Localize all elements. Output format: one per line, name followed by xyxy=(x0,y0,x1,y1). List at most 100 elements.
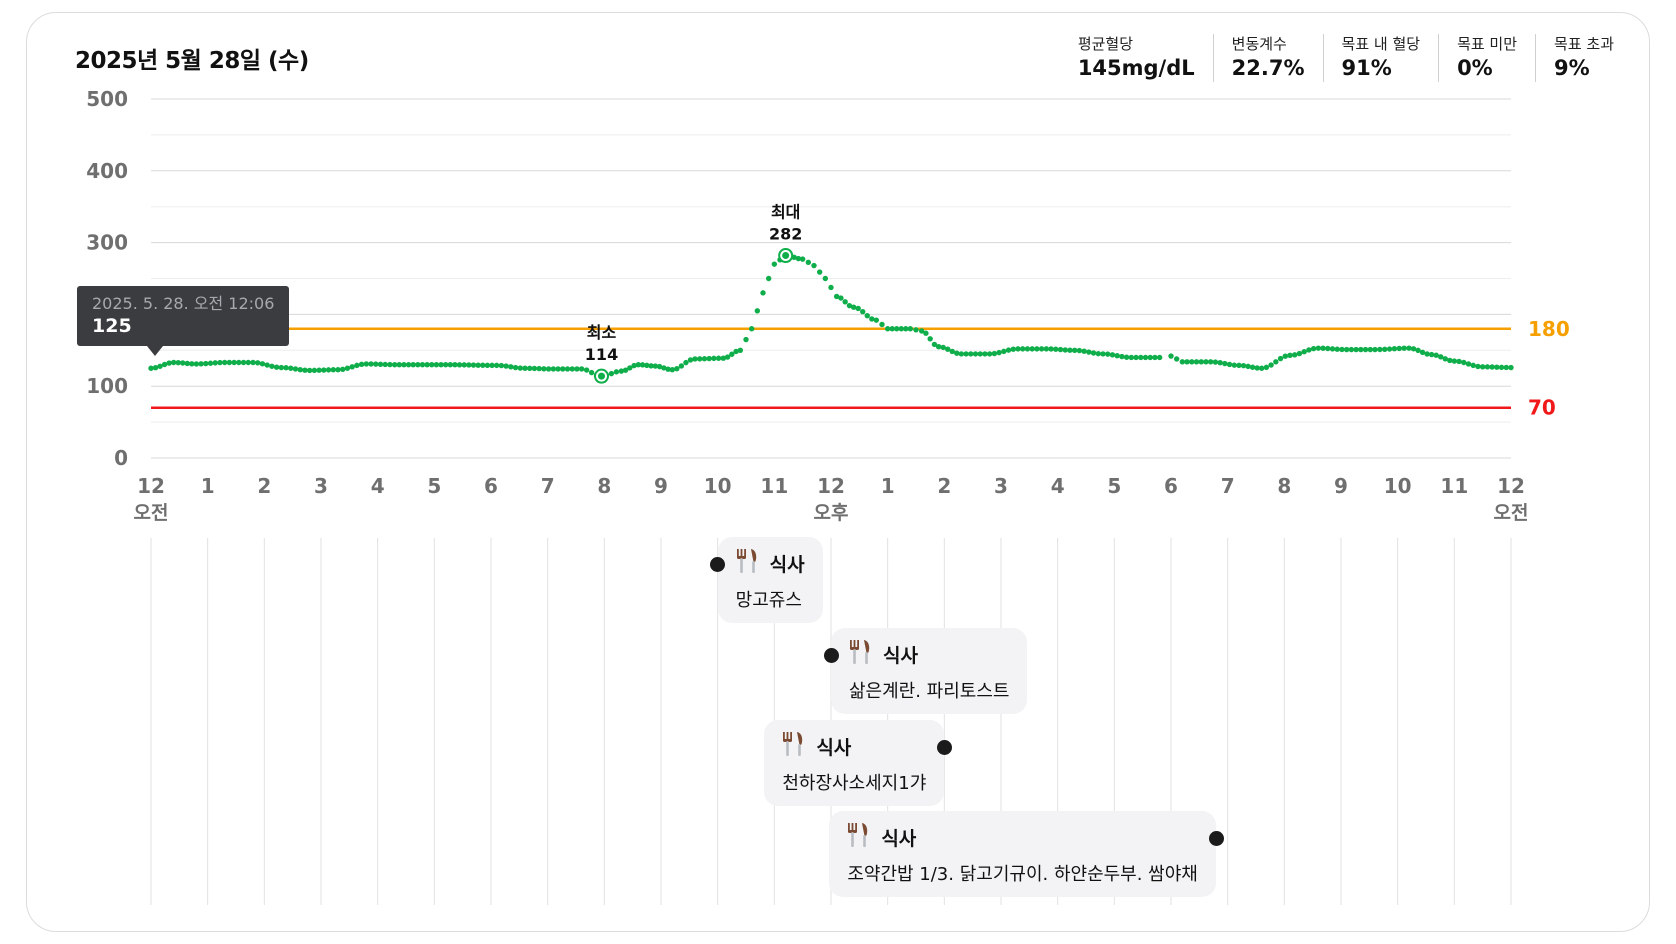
glucose-point xyxy=(1470,362,1476,369)
glucose-point xyxy=(1325,345,1331,352)
meal-description: 망고쥬스 xyxy=(735,590,802,611)
meal-time-dot xyxy=(936,740,952,755)
meal-description: 천하장사소세지1갸 xyxy=(782,773,927,794)
glucose-point xyxy=(536,365,542,372)
glucose-point xyxy=(1419,349,1426,356)
glucose-point xyxy=(1287,352,1293,359)
x-tick-label: 10 xyxy=(704,474,732,498)
meal-description: 조약간밥 1/3. 닭고기규이. 하얀순두부. 쌈야채 xyxy=(847,864,1198,885)
meal-card[interactable]: 식사 천하장사소세지1갸 xyxy=(764,720,945,806)
stats-bar: 평균혈당 145mg/dL 변동계수 22.7% 목표 내 혈당 91% 목표 … xyxy=(1060,34,1632,82)
glucose-point xyxy=(475,362,481,368)
glucose-point xyxy=(1105,351,1111,357)
glucose-point xyxy=(879,321,885,328)
x-tick-label: 3 xyxy=(314,474,328,498)
glucose-point xyxy=(977,351,983,357)
stat-value: 91% xyxy=(1341,56,1392,80)
glucose-point xyxy=(1048,346,1054,352)
glucose-point xyxy=(1306,347,1312,353)
stat-value: 0% xyxy=(1457,56,1493,80)
glucose-point xyxy=(1386,346,1393,352)
stat-value: 145mg/dL xyxy=(1077,56,1195,80)
meal-time-dot xyxy=(710,557,726,572)
glucose-point xyxy=(715,355,722,361)
glucose-point xyxy=(608,370,615,377)
glucose-point xyxy=(1236,362,1242,369)
meal-card[interactable]: 식사 망고쥬스 xyxy=(717,537,823,623)
glucose-point xyxy=(363,361,370,367)
glucose-point xyxy=(1057,346,1064,353)
glucose-point xyxy=(652,363,659,369)
glucose-point xyxy=(850,304,857,310)
glucose-point xyxy=(1168,353,1174,359)
glucose-point xyxy=(493,362,500,369)
glucose-point xyxy=(706,355,712,362)
glucose-point xyxy=(522,365,528,371)
glucose-point xyxy=(760,290,766,296)
glucose-point xyxy=(588,369,595,376)
glucose-point xyxy=(833,293,840,300)
glucose-point xyxy=(1133,354,1139,361)
glucose-point xyxy=(555,366,561,372)
glucose-point xyxy=(1123,354,1130,360)
glucose-point xyxy=(958,351,965,357)
meal-time-dot xyxy=(1208,831,1224,846)
glucose-point xyxy=(842,299,848,305)
glucose-point xyxy=(1277,355,1284,362)
x-tick-label: 2 xyxy=(257,474,271,498)
glucose-point xyxy=(288,365,294,371)
glucose-point xyxy=(1179,359,1186,365)
glucose-point xyxy=(991,350,998,357)
glucose-point xyxy=(1254,365,1260,371)
glucose-point xyxy=(656,363,663,370)
fork-knife-icon xyxy=(847,821,871,853)
glucose-point xyxy=(940,344,946,351)
glucose-point xyxy=(639,362,646,368)
glucose-point xyxy=(864,312,870,319)
glucose-point xyxy=(968,351,974,357)
glucose-point xyxy=(1424,351,1430,357)
stat-label: 목표 미만 xyxy=(1457,35,1518,53)
glucose-point xyxy=(1391,346,1398,352)
extreme-value: 114 xyxy=(585,345,618,364)
glucose-point xyxy=(1090,350,1097,356)
glucose-point xyxy=(1465,361,1472,367)
glucose-point xyxy=(1428,351,1435,358)
glucose-point xyxy=(860,308,866,315)
x-tick-label: 8 xyxy=(597,474,611,498)
glucose-point xyxy=(1479,364,1486,370)
glucose-point xyxy=(1038,346,1045,352)
stat-in-range: 목표 내 혈당 91% xyxy=(1322,34,1439,82)
glucose-tooltip: 2025. 5. 28. 오전 12:06 125 xyxy=(77,286,289,356)
glucose-point xyxy=(889,326,895,332)
glucose-point xyxy=(683,359,689,366)
glucose-point xyxy=(945,346,951,352)
glucose-point xyxy=(1382,346,1388,353)
glucose-point xyxy=(391,361,398,368)
glucose-point xyxy=(674,365,680,372)
x-tick-label: 6 xyxy=(484,474,498,498)
glucose-point xyxy=(1508,364,1514,371)
glucose-point xyxy=(148,365,154,371)
glucose-point xyxy=(452,362,458,368)
glucose-point xyxy=(1451,358,1458,364)
meal-card[interactable]: 식사 삶은계란. 파리토스트 xyxy=(831,628,1028,714)
meal-head: 식사 xyxy=(847,822,1198,852)
extreme-value: 282 xyxy=(769,225,802,244)
glucose-point xyxy=(226,359,233,366)
glucose-point xyxy=(898,326,904,332)
glucose-point xyxy=(1401,345,1407,351)
stat-label: 목표 초과 xyxy=(1554,35,1614,53)
glucose-point xyxy=(1494,364,1500,370)
fork-knife-icon xyxy=(736,547,760,579)
x-tick-sublabel: 오후 xyxy=(814,502,849,524)
glucose-point xyxy=(512,364,519,371)
y-tick-label: 300 xyxy=(86,231,128,255)
glucose-point xyxy=(498,362,505,369)
glucose-point xyxy=(729,351,735,357)
glucose-point xyxy=(489,362,495,369)
glucose-point xyxy=(583,367,590,373)
glucose-point xyxy=(433,361,440,368)
glucose-point xyxy=(1095,350,1101,357)
